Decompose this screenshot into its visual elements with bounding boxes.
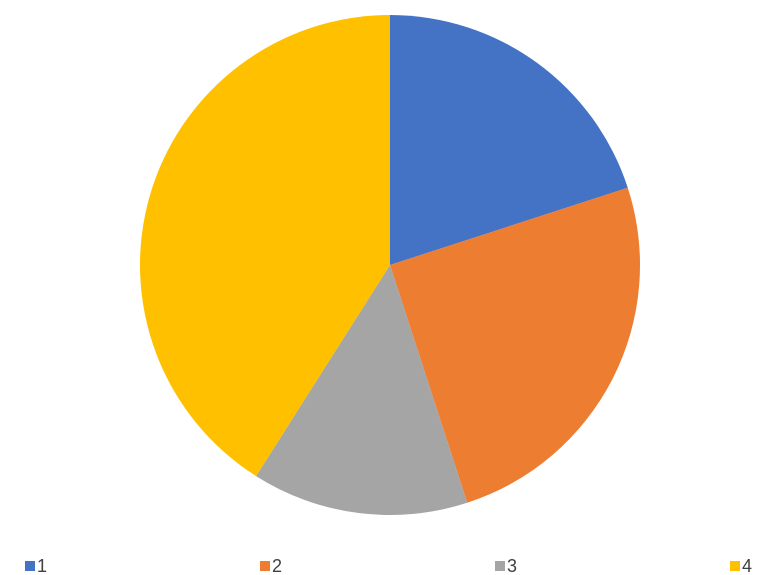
legend-label: 4 — [742, 556, 752, 575]
legend-label: 2 — [272, 556, 282, 575]
pie-slice — [140, 15, 390, 477]
legend-label: 3 — [507, 556, 517, 575]
legend-swatch — [495, 561, 505, 571]
legend-swatch — [25, 561, 35, 571]
legend-swatch — [260, 561, 270, 571]
legend-swatch — [730, 561, 740, 571]
legend-label: 1 — [37, 556, 47, 575]
pie-slice — [256, 265, 468, 515]
pie-slice — [390, 187, 640, 503]
pie-slice — [390, 15, 628, 265]
